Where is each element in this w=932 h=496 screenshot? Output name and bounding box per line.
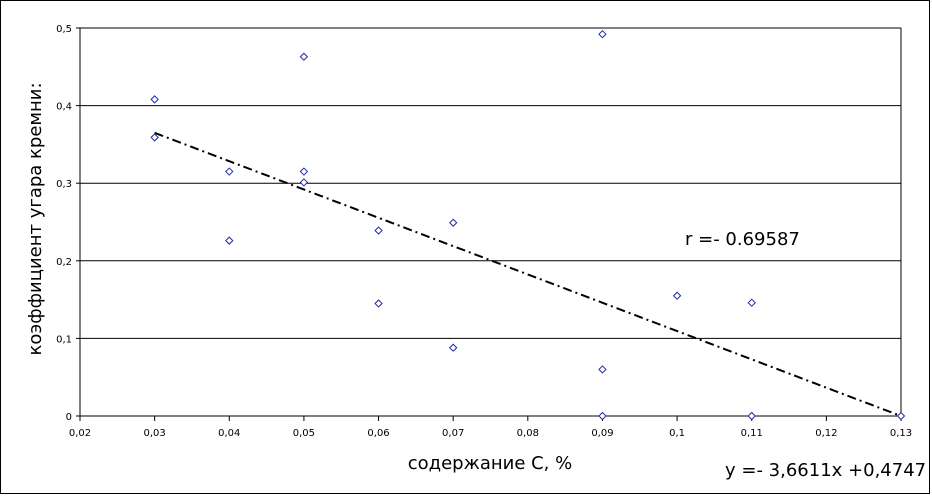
data-point xyxy=(374,226,383,235)
x-tick-label: 0,11 xyxy=(741,428,763,439)
y-tick-label: 0,2 xyxy=(56,257,72,268)
data-point xyxy=(299,52,309,61)
x-tick-label: 0,13 xyxy=(890,428,912,439)
x-tick-label: 0,05 xyxy=(293,428,315,439)
x-tick-label: 0,04 xyxy=(218,428,240,439)
y-tick-label: 0,4 xyxy=(56,102,72,113)
trendline-group xyxy=(154,131,902,417)
data-point xyxy=(598,411,607,421)
x-tick-label: 0,07 xyxy=(442,428,464,439)
data-point xyxy=(299,167,309,176)
gridlines xyxy=(80,27,901,417)
x-tick-label: 0,12 xyxy=(815,428,837,439)
correlation-label: r =- 0.69587 xyxy=(685,229,800,250)
y-tick-label: 0,1 xyxy=(56,334,72,345)
x-ticks: 0,02 0,03 0,04 0,05 0,06 0,07 0,08 0,09 0,1 0,11 0… xyxy=(69,416,912,439)
x-tick-label: 0,02 xyxy=(69,428,91,439)
y-axis-title: коэффициент угара кремни: xyxy=(25,82,46,355)
data-point xyxy=(225,236,234,245)
x-tick-label: 0,09 xyxy=(591,428,613,439)
data-point xyxy=(598,365,607,374)
y-tick-label: 0,3 xyxy=(56,179,72,190)
axes xyxy=(79,28,902,417)
y-tick-label: 0 xyxy=(66,412,72,423)
data-point xyxy=(598,30,607,39)
data-point xyxy=(896,411,906,421)
data-point xyxy=(150,133,159,142)
x-axis-title: содержание С, % xyxy=(408,453,572,474)
x-tick-label: 0,1 xyxy=(669,428,685,439)
data-point xyxy=(672,291,682,300)
data-point xyxy=(448,218,458,227)
data-point xyxy=(225,167,234,176)
x-tick-label: 0,06 xyxy=(367,428,389,439)
data-point xyxy=(448,343,458,352)
data-point xyxy=(150,95,159,104)
data-point xyxy=(374,299,383,308)
x-tick-label: 0,03 xyxy=(144,428,166,439)
x-tick-label: 0,08 xyxy=(517,428,539,439)
trendline xyxy=(154,131,902,417)
trendline-equation: y =- 3,6611x +0,4747 xyxy=(725,460,926,481)
data-point xyxy=(747,411,756,421)
data-point xyxy=(747,298,756,307)
y-ticks: 0 0,1 0,2 0,3 0,4 0,5 xyxy=(56,24,80,423)
data-points xyxy=(150,30,906,421)
y-tick-label: 0,5 xyxy=(56,24,72,35)
data-point xyxy=(299,178,309,187)
